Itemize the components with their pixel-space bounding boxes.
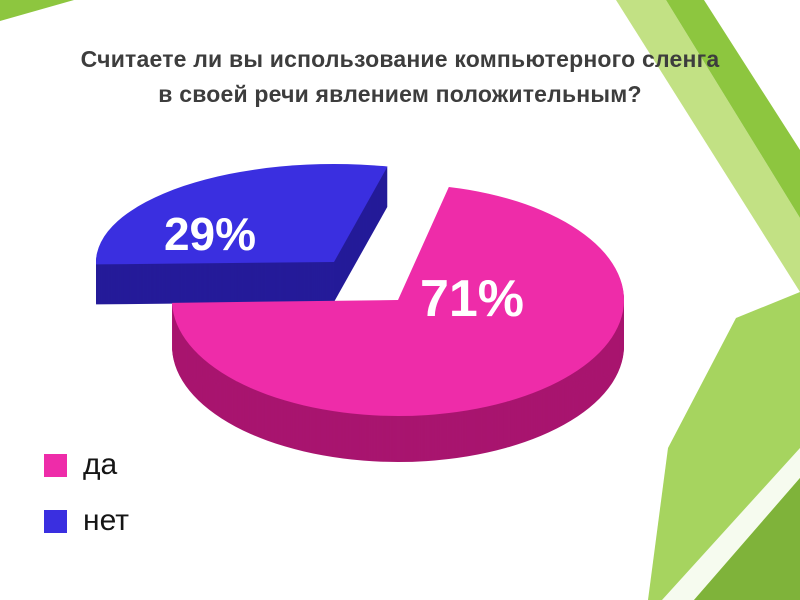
green-band-bright bbox=[666, 0, 800, 218]
legend-item-da: да bbox=[44, 450, 129, 480]
slide-title: Считаете ли вы использование компьютерно… bbox=[0, 42, 800, 111]
green-shape-top-left bbox=[0, 0, 74, 21]
green-corner-dark bbox=[694, 478, 800, 600]
legend-swatch-da bbox=[44, 453, 67, 477]
white-stripe bbox=[662, 448, 800, 600]
legend-item-net: нет bbox=[44, 506, 129, 536]
chart-legend: да нет bbox=[44, 450, 129, 536]
legend-label-da: да bbox=[83, 448, 118, 481]
title-line-1: Считаете ли вы использование компьютерно… bbox=[80, 46, 720, 72]
legend-label-net: нет bbox=[83, 504, 129, 537]
title-line-2: в своей речи явлением положительным? bbox=[158, 80, 642, 107]
legend-swatch-net bbox=[44, 509, 67, 533]
green-band-pale bbox=[616, 0, 800, 292]
